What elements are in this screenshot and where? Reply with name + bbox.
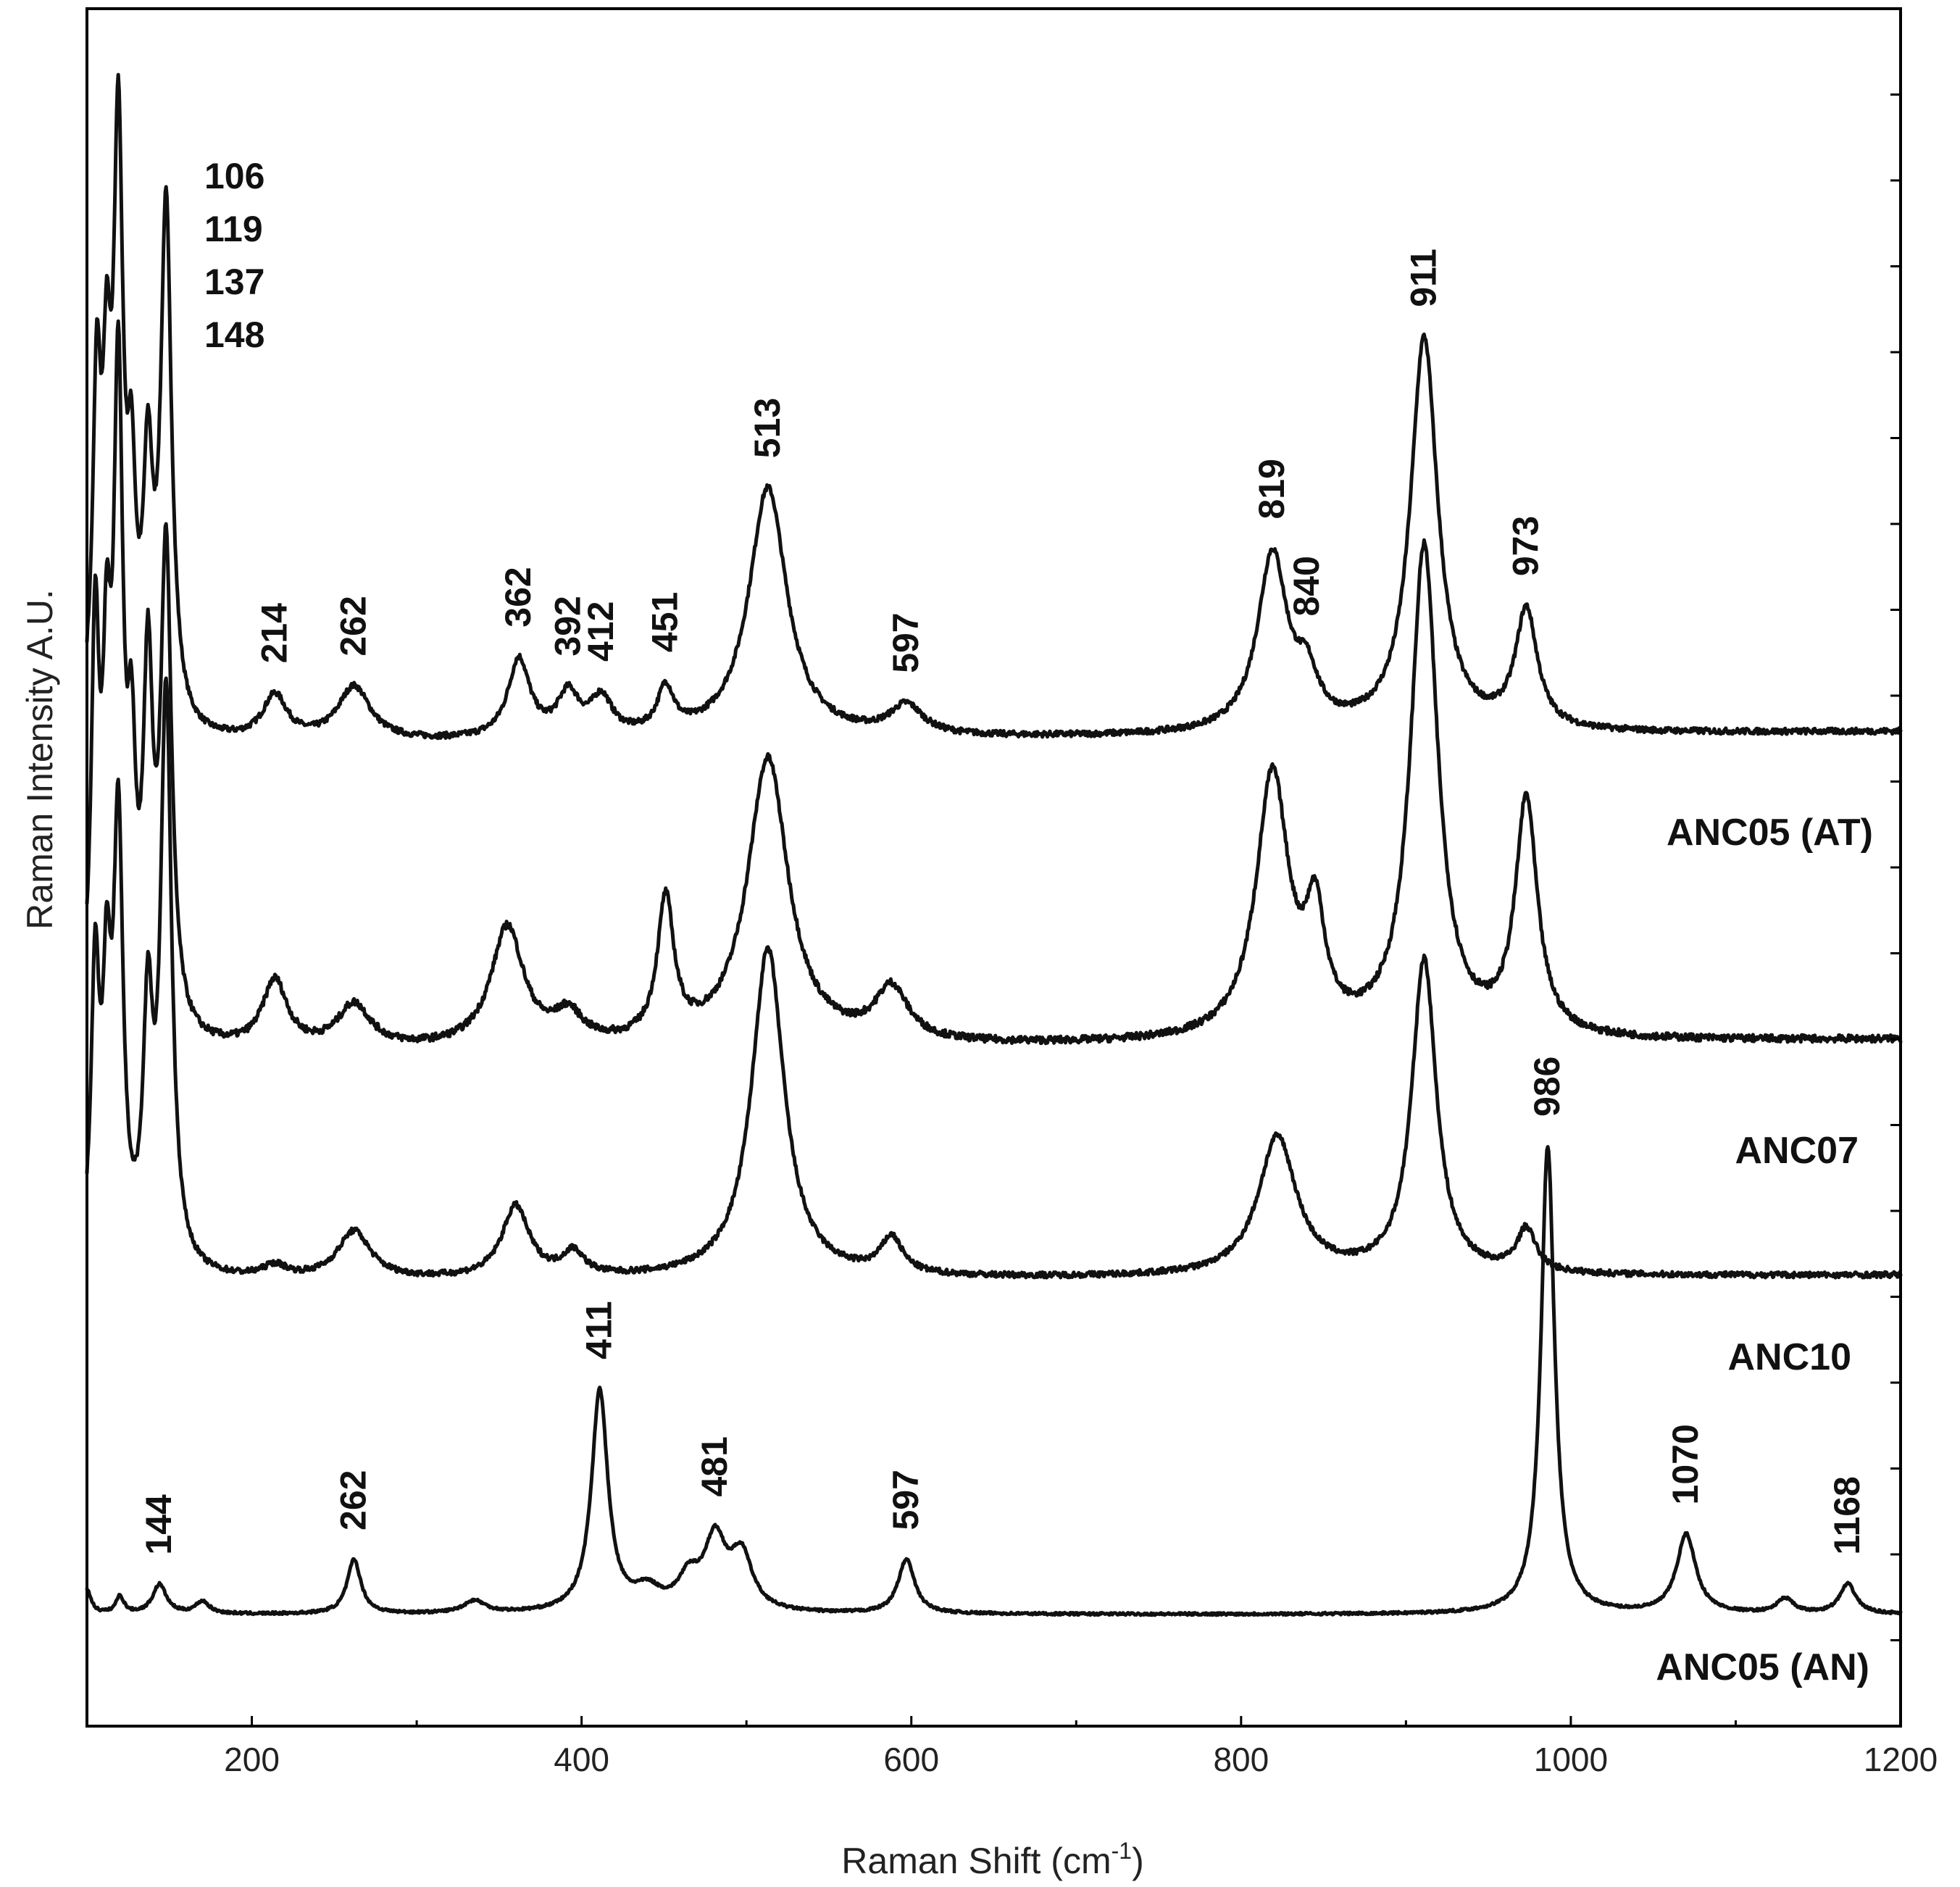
plot-area: [85, 72, 1903, 1617]
peak-label: 214: [254, 603, 294, 664]
peak-label: 911: [1403, 249, 1443, 307]
y-axis-title: Raman Intensity A.U.: [20, 589, 60, 930]
peak-label: 362: [498, 567, 538, 627]
peak-label: 597: [885, 612, 926, 672]
series-name-label: ANC10: [1728, 1336, 1852, 1378]
x-axis-title-main: Raman Shift (cm: [841, 1841, 1111, 1881]
x-tick-label: 800: [1213, 1741, 1269, 1778]
low-freq-peak-label: 106: [204, 156, 264, 196]
peak-label: 597: [885, 1470, 926, 1530]
x-tick-label: 200: [224, 1741, 280, 1778]
peak-label: 262: [333, 596, 374, 656]
series-line: [85, 72, 1903, 741]
x-axis-title-close: ): [1132, 1841, 1144, 1881]
peak-label: 392: [547, 596, 588, 656]
x-axis-title: Raman Shift (cm-1): [841, 1838, 1143, 1881]
x-axis-title-sup: -1: [1112, 1838, 1132, 1864]
series-line: [85, 676, 1903, 1280]
peak-label: 451: [645, 592, 685, 652]
plot-frame: [86, 7, 1902, 1728]
peak-label: 481: [694, 1436, 735, 1496]
series-line: [85, 319, 1903, 1046]
x-tick-label: 600: [883, 1741, 939, 1778]
x-tick-label: 1200: [1864, 1741, 1938, 1778]
peak-label: 262: [333, 1470, 374, 1530]
peak-label: 840: [1286, 556, 1327, 616]
low-freq-peak-label: 119: [204, 209, 263, 249]
series-line: [85, 1145, 1903, 1617]
peak-label: 1070: [1665, 1424, 1706, 1504]
low-freq-peak-label: 137: [204, 262, 264, 302]
peak-label: 513: [747, 398, 788, 458]
peak-label: 412: [580, 601, 621, 662]
peak-label: 1168: [1827, 1476, 1867, 1554]
x-tick-label: 400: [554, 1741, 609, 1778]
x-tick-label: 1000: [1534, 1741, 1608, 1778]
axes: 200 400 600 800 1000 1200: [86, 7, 1938, 1778]
peak-label: 819: [1251, 459, 1292, 519]
peak-label: 144: [138, 1494, 179, 1555]
series-name-label: ANC05 (AT): [1667, 812, 1873, 854]
low-freq-peak-label: 148: [204, 314, 264, 355]
series-name-label: ANC05 (AN): [1656, 1646, 1869, 1688]
peak-label: 986: [1527, 1057, 1567, 1117]
series-name-label: ANC07: [1735, 1130, 1859, 1172]
peak-label: 973: [1505, 516, 1546, 576]
peak-label: 411: [579, 1301, 620, 1359]
